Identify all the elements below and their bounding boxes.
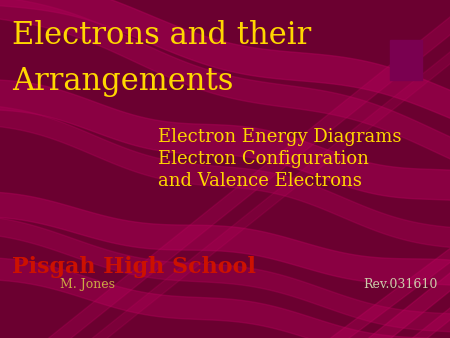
- Bar: [390, 40, 422, 80]
- Text: Electron Energy Diagrams: Electron Energy Diagrams: [158, 128, 401, 146]
- Text: and Valence Electrons: and Valence Electrons: [158, 172, 362, 190]
- Text: Arrangements: Arrangements: [12, 66, 234, 97]
- Text: Electrons and their: Electrons and their: [12, 20, 311, 51]
- Text: Electron Configuration: Electron Configuration: [158, 150, 369, 168]
- Text: Pisgah High School: Pisgah High School: [12, 256, 256, 278]
- Text: Rev.031610: Rev.031610: [364, 278, 438, 291]
- Text: M. Jones: M. Jones: [60, 278, 115, 291]
